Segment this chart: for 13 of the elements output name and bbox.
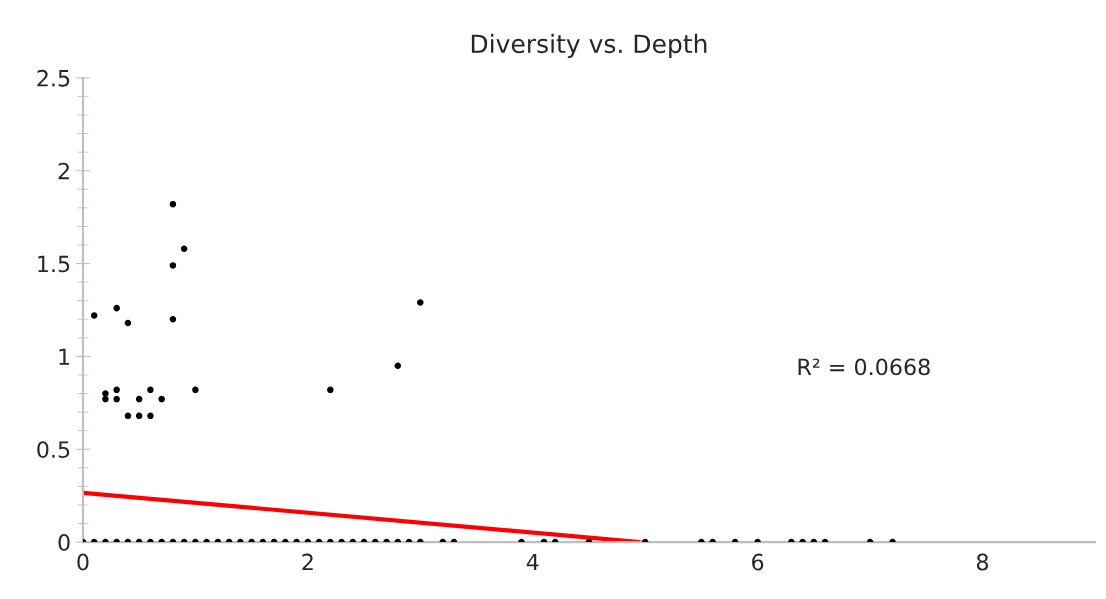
chart-title: Diversity vs. Depth: [471, 33, 707, 59]
x-tick-label: 6: [752, 553, 764, 571]
y-tick-label: 1.5: [38, 255, 70, 273]
y-tick-label: 2: [58, 162, 69, 180]
y-tick-label: 1: [59, 348, 70, 365]
y-tick-label: 0.5: [37, 441, 70, 459]
annotation: R² = 0.0668: [798, 358, 930, 376]
x-tick-label: 0: [77, 553, 89, 571]
y-tick-label: 0: [58, 534, 70, 551]
y-tick-label: 2.5: [37, 69, 70, 87]
x-tick-label: 2: [302, 553, 313, 571]
x-tick-label: 8: [976, 553, 989, 571]
x-tick-label: 4: [526, 553, 539, 571]
